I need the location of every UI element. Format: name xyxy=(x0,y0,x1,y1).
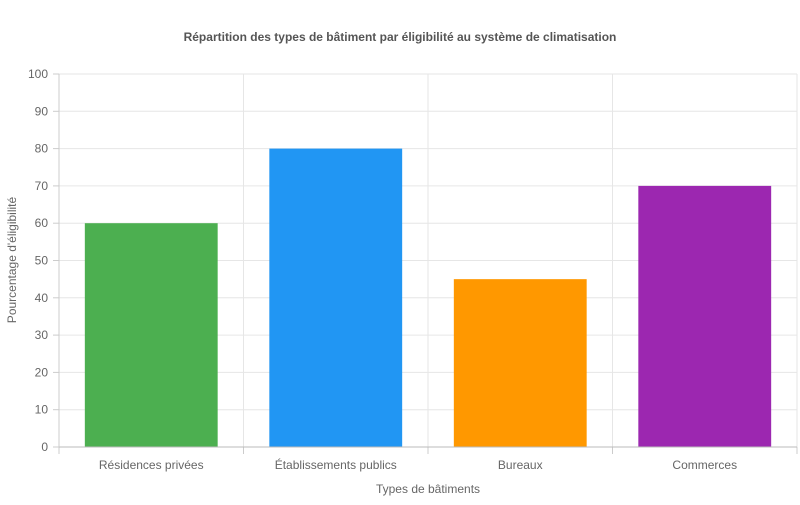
y-tick-label: 100 xyxy=(28,67,48,81)
bar-2[interactable] xyxy=(269,148,403,447)
x-tick-label: Commerces xyxy=(672,458,737,472)
chart-title: Répartition des types de bâtiment par él… xyxy=(184,30,617,44)
bar-4[interactable] xyxy=(638,185,772,447)
y-tick-label: 40 xyxy=(35,291,49,305)
y-tick-label: 50 xyxy=(35,254,49,268)
bar-3[interactable] xyxy=(453,279,587,447)
bars xyxy=(84,148,772,447)
axes: 0 10 20 30 40 50 60 70 80 90 100 Résidences privées… xyxy=(28,67,798,472)
x-tick-label: Résidences privées xyxy=(99,458,204,472)
y-tick-label: 90 xyxy=(35,104,49,118)
y-axis-title: Pourcentage d'éligibilité xyxy=(5,196,19,323)
y-tick-label: 10 xyxy=(35,403,49,417)
y-tick-label: 30 xyxy=(35,328,49,342)
y-tick-label: 0 xyxy=(41,440,48,454)
x-tick-label: Établissements publics xyxy=(275,457,397,472)
y-tick-label: 70 xyxy=(35,179,49,193)
y-tick-label: 60 xyxy=(35,216,49,230)
x-axis-title: Types de bâtiments xyxy=(376,482,480,496)
bar-1[interactable] xyxy=(84,223,218,447)
x-tick-label: Bureaux xyxy=(498,458,543,472)
y-tick-label: 20 xyxy=(35,365,49,379)
y-tick-label: 80 xyxy=(35,142,49,156)
